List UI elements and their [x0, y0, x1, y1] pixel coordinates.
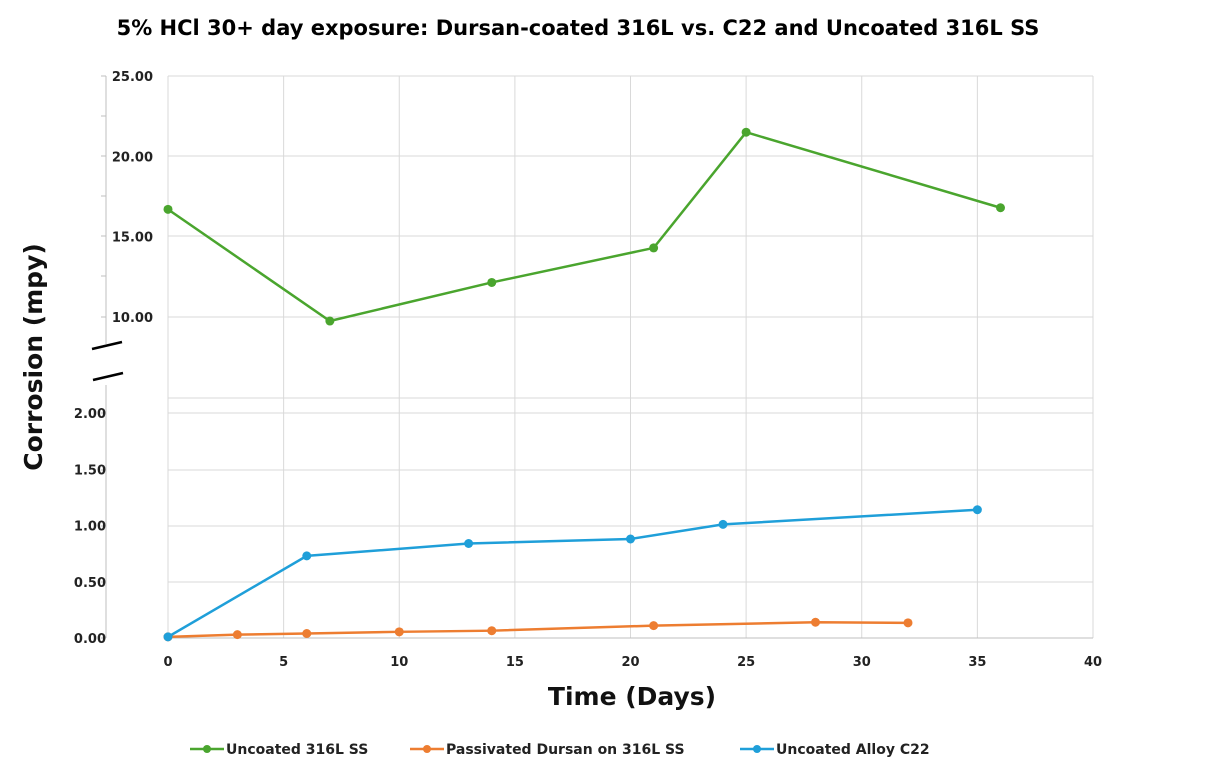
y-tick-label: 2.00	[74, 407, 106, 422]
axis-break-mark	[91, 340, 123, 351]
x-tick-label: 5	[279, 655, 288, 670]
x-tick-label: 10	[390, 655, 408, 670]
data-point	[626, 534, 635, 544]
data-point	[163, 632, 173, 642]
chart-title: 5% HCl 30+ day exposure: Dursan-coated 3…	[117, 16, 1040, 40]
series-1	[163, 617, 913, 642]
data-point	[394, 627, 404, 637]
legend-item: Uncoated 316L SS	[190, 742, 368, 758]
y-tick-label: 0.00	[74, 632, 106, 647]
data-point	[464, 539, 474, 548]
x-tick-label: 35	[968, 655, 986, 670]
x-tick-label: 40	[1084, 655, 1102, 670]
y-tick-label: 25.00	[112, 70, 153, 85]
legend-label: Uncoated Alloy C22	[776, 742, 930, 758]
data-point	[649, 243, 659, 253]
legend-label: Passivated Dursan on 316L SS	[446, 742, 685, 758]
y-tick-label: 0.50	[74, 576, 106, 591]
axis-break-mark	[92, 371, 124, 382]
y-tick-label: 15.00	[112, 231, 153, 246]
series-0	[163, 127, 1005, 326]
data-point	[487, 277, 497, 287]
data-point	[903, 618, 913, 628]
x-tick-label: 25	[737, 655, 755, 670]
y-axis-label: Corrosion (mpy)	[19, 243, 48, 471]
legend-marker	[753, 745, 761, 753]
data-point	[325, 316, 335, 326]
series-line	[167, 620, 909, 639]
x-tick-label: 0	[163, 655, 172, 670]
y-tick-label: 20.00	[112, 150, 153, 165]
data-point	[487, 626, 497, 636]
series-2	[163, 505, 982, 642]
data-point	[232, 630, 242, 640]
data-point	[741, 127, 751, 137]
x-tick-labels: 0 5 10 15 20 25 30 35 40	[163, 655, 1102, 670]
legend-item: Passivated Dursan on 316L SS	[410, 742, 685, 758]
x-axis-label: Time (Days)	[548, 682, 716, 711]
series-group	[163, 127, 1005, 642]
y-tick-label: 10.00	[112, 311, 153, 326]
data-point	[302, 551, 312, 561]
x-tick-label: 20	[621, 655, 639, 670]
data-point	[302, 629, 312, 638]
legend-marker	[423, 745, 431, 753]
legend-label: Uncoated 316L SS	[226, 742, 368, 758]
data-point	[811, 617, 820, 627]
data-point	[718, 519, 728, 529]
y-tick-label: 1.50	[74, 463, 106, 478]
y-tick-labels: 0.00 0.50 1.00 1.50 2.00 10.00 15.00 20.00 25.00	[74, 70, 153, 647]
legend-item: Uncoated Alloy C22	[740, 742, 930, 758]
series-line	[167, 508, 978, 638]
data-point	[972, 505, 982, 515]
y-tick-label: 1.00	[74, 520, 106, 535]
legend: Uncoated 316L SS Passivated Dursan on 316…	[190, 742, 930, 758]
gridlines	[167, 75, 1094, 639]
axes	[91, 75, 1093, 639]
data-point	[163, 204, 173, 214]
data-point	[649, 621, 659, 631]
data-point	[996, 203, 1005, 213]
x-tick-label: 30	[853, 655, 871, 670]
series-line	[167, 130, 1001, 323]
legend-marker	[203, 745, 211, 753]
x-tick-label: 15	[506, 655, 524, 670]
